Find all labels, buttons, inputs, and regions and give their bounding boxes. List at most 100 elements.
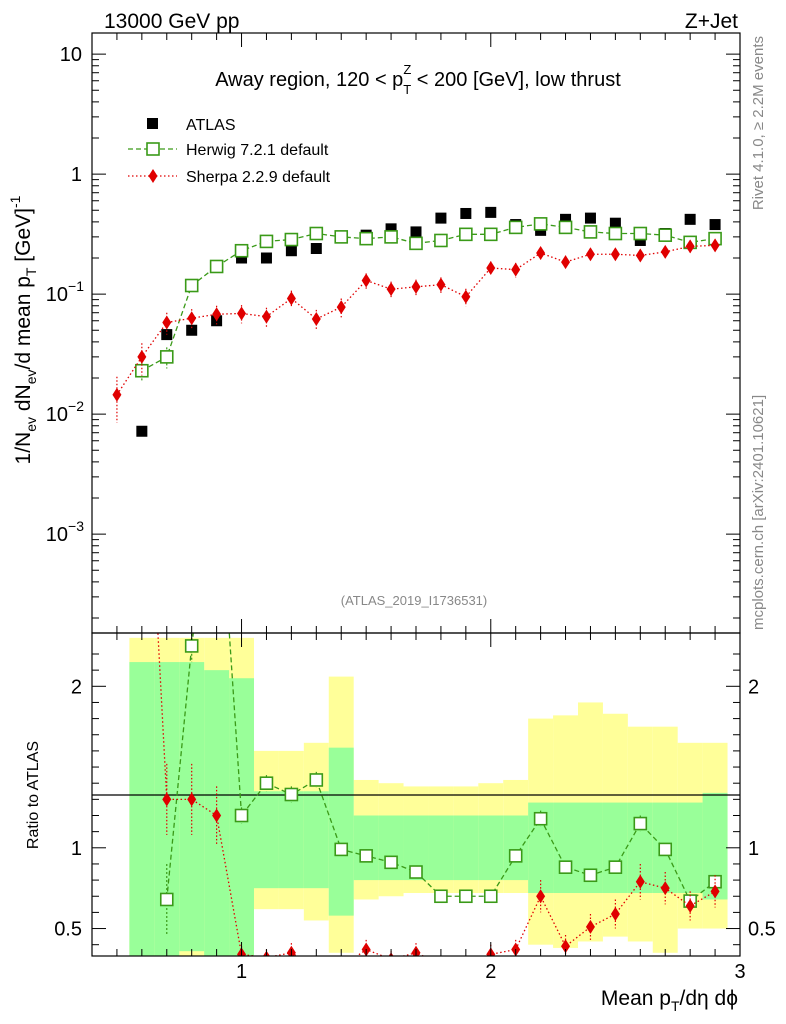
ratio-y-tick-label-right: 1: [748, 838, 759, 860]
sherpa-data-point: [162, 315, 172, 330]
herwig-ratio-point: [259, 776, 274, 790]
herwig-data-point: [309, 226, 324, 241]
sherpa-data-point: [311, 312, 321, 327]
herwig-data-point: [409, 236, 423, 251]
sherpa-data-point: [411, 279, 421, 294]
herwig-ratio-point: [359, 849, 373, 863]
atlas-data-point: [560, 213, 572, 225]
legend-label-sherpa: Sherpa 2.2.9 default: [186, 169, 331, 186]
sherpa-ratio-point: [710, 884, 720, 899]
atlas-data-point: [634, 234, 646, 246]
stat-uncertainty-band: [677, 802, 703, 894]
herwig-ratio-point: [508, 849, 523, 863]
atlas-data-point: [310, 243, 322, 255]
main-y-tick-label: 10−2: [46, 398, 84, 426]
atlas-data-point: [460, 207, 472, 219]
sherpa-data-point: [237, 306, 247, 321]
stat-uncertainty-band: [453, 815, 479, 881]
atlas-data-point: [584, 212, 596, 224]
sherpa-data-point: [461, 289, 471, 304]
legend-marker-sherpa: [148, 169, 158, 183]
herwig-ratio-point: [159, 892, 174, 907]
process-label: Z+Jet: [685, 10, 738, 33]
herwig-data-point: [384, 230, 398, 244]
sherpa-data-point: [386, 282, 396, 297]
main-y-tick-label: 10−1: [46, 278, 84, 306]
herwig-ratio-point: [211, 438, 223, 450]
herwig-ratio-point: [334, 842, 349, 857]
ratio-series-layer: [137, 324, 722, 984]
herwig-data-point: [334, 230, 349, 244]
sherpa-data-point: [336, 300, 346, 315]
herwig-ratio-point: [633, 816, 648, 831]
herwig-data-point: [533, 217, 548, 231]
sherpa-ratio-point: [536, 889, 546, 904]
atlas-data-point: [609, 217, 621, 229]
sherpa-ratio-point: [585, 919, 595, 934]
sherpa-data-point: [610, 247, 620, 262]
legend-label-atlas: ATLAS: [186, 117, 236, 134]
sherpa-data-point: [660, 244, 670, 259]
legend-marker-atlas: [147, 118, 158, 129]
sherpa-ratio-point: [187, 792, 197, 807]
ratio-x-tick-label: 2: [485, 961, 496, 983]
sherpa-data-point: [635, 248, 645, 263]
sherpa-ratio-point: [685, 898, 695, 913]
herwig-data-point: [583, 225, 598, 239]
atlas-data-point: [435, 212, 447, 224]
main-y-tick-label: 10−3: [46, 518, 84, 546]
herwig-data-point: [434, 233, 448, 248]
stat-uncertainty-band: [353, 815, 379, 881]
herwig-data-point: [234, 243, 249, 258]
x-axis-label: Mean pT/dη dϕ: [601, 987, 738, 1014]
atlas-data-point: [236, 252, 248, 264]
sherpa-data-point: [286, 291, 296, 306]
stat-uncertainty-band: [278, 791, 304, 889]
ratio-x-tick-label: 1: [236, 961, 247, 983]
stat-uncertainty-band: [428, 815, 454, 881]
ratio-axis-ticks: 1 2 30.5 0.51 12 2: [54, 633, 776, 983]
analysis-id: (ATLAS_2019_I1736531): [341, 593, 487, 608]
main-axis-ticks: 10 1 10−1 10−2 10−3: [46, 33, 741, 633]
stat-uncertainty-band: [303, 791, 329, 889]
herwig-data-point: [658, 228, 673, 242]
ratio-x-tick-label: 3: [734, 961, 745, 983]
main-series-layer: [112, 206, 722, 437]
sherpa-data-point: [511, 262, 521, 277]
ratio-clipped-group: [137, 324, 722, 984]
ratio-y-tick-label: 1: [71, 838, 82, 860]
main-title: Away region, 120 < pZ T < 200 [GeV], low …: [215, 62, 621, 97]
herwig-ratio-point: [284, 787, 299, 802]
herwig-data-point: [259, 234, 274, 249]
ratio-y-tick-label: 2: [71, 676, 82, 698]
sherpa-data-point: [261, 309, 271, 324]
atlas-data-point: [186, 324, 198, 336]
sherpa-ratio-point: [137, 324, 146, 338]
sherpa-ratio-point: [312, 960, 321, 974]
ratio-uncertainty-bands: [129, 637, 728, 956]
sherpa-data-point: [361, 273, 371, 288]
atlas-data-point: [709, 219, 721, 231]
main-y-label: 1/Nev dNev/d mean pT [GeV]-1: [7, 195, 39, 464]
herwig-ratio-point: [409, 865, 423, 879]
herwig-data-point: [359, 231, 373, 246]
herwig-ratio-point: [184, 639, 199, 653]
sherpa-data-point: [212, 307, 222, 322]
sherpa-data-point: [112, 387, 122, 402]
herwig-ratio-point: [583, 868, 598, 883]
sherpa-ratio-point: [337, 960, 346, 974]
energy-label: 13000 GeV pp: [104, 10, 239, 33]
ratio-y-tick-label-right: 0.5: [748, 919, 776, 941]
herwig-ratio-point: [459, 889, 473, 904]
herwig-data-point: [558, 220, 573, 235]
atlas-data-point: [385, 223, 397, 235]
sherpa-line: [116, 244, 716, 396]
sherpa-ratio-point: [461, 970, 470, 984]
legend-marker-herwig: [146, 142, 160, 156]
sherpa-ratio-point: [436, 957, 445, 971]
herwig-data-point: [508, 220, 523, 235]
side-label-mcplots: mcplots.cern.ch [arXiv:2401.10621]: [750, 395, 767, 630]
herwig-data-point: [608, 226, 623, 241]
herwig-ratio-point: [658, 842, 673, 857]
